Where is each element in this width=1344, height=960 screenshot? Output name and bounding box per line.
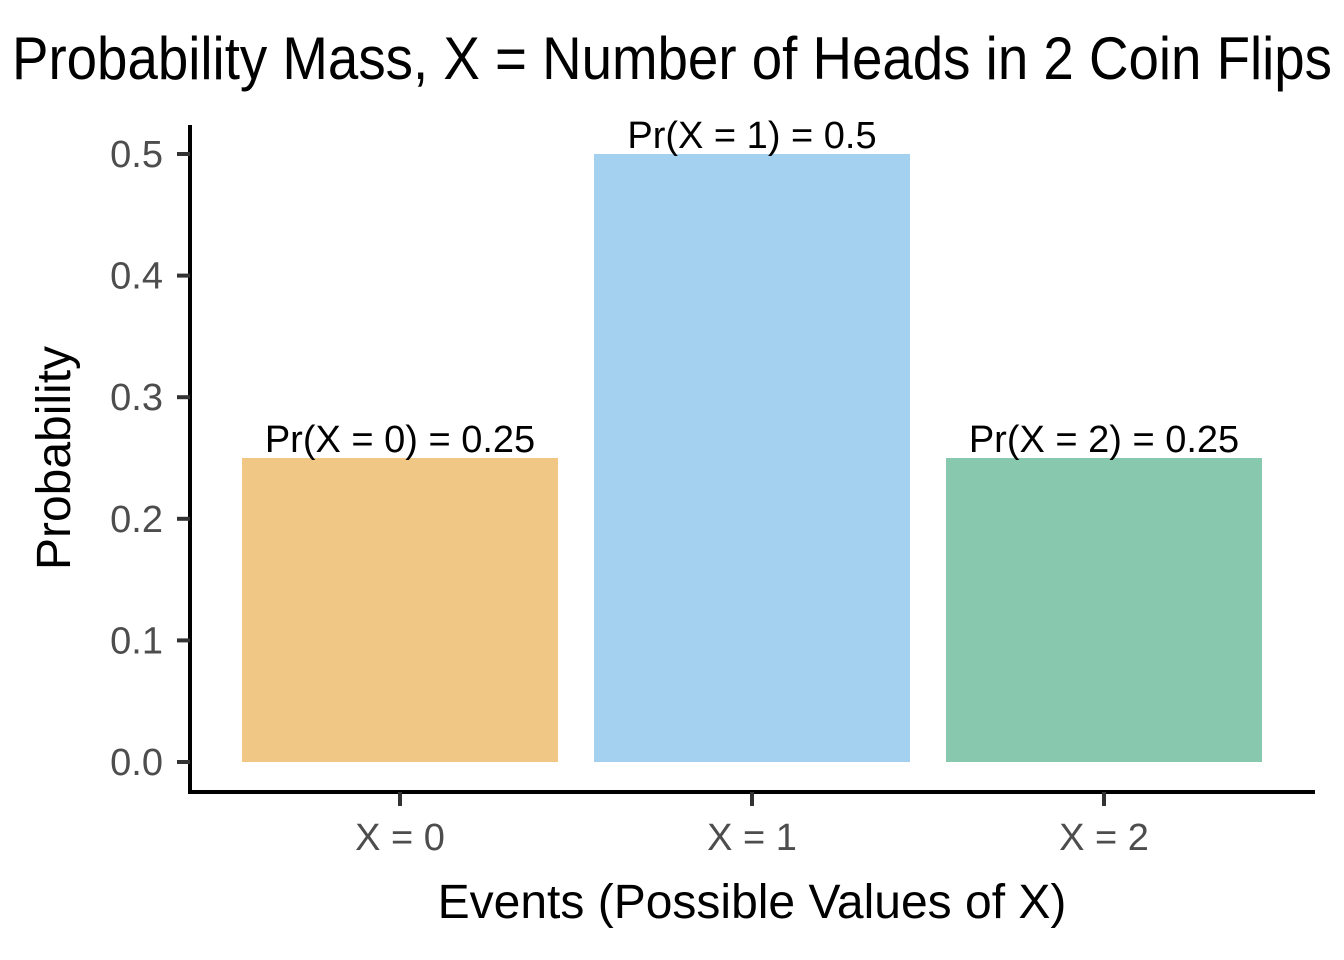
bar-1 (594, 154, 910, 762)
y-tick-label-2: 0.2 (110, 499, 163, 541)
y-tick-label-5: 0.5 (110, 134, 163, 176)
y-axis-title: Probability (28, 346, 81, 570)
y-tick-label-3: 0.3 (110, 377, 163, 419)
chart-title: Probability Mass, X = Number of Heads in… (12, 25, 1332, 92)
x-tick-label-2: X = 2 (1059, 817, 1149, 859)
x-axis-ticks: X = 0 X = 1 X = 2 (355, 792, 1149, 859)
y-tick-label-4: 0.4 (110, 256, 163, 298)
y-tick-label-0: 0.0 (110, 742, 163, 784)
bars-layer (242, 154, 1262, 762)
x-tick-label-1: X = 1 (707, 817, 797, 859)
x-tick-label-0: X = 0 (355, 817, 445, 859)
y-axis-ticks: 0.0 0.1 0.2 0.3 0.4 0.5 (110, 134, 190, 784)
bar-2 (946, 458, 1262, 762)
x-axis-title: Events (Possible Values of X) (438, 876, 1067, 929)
y-tick-label-1: 0.1 (110, 620, 163, 662)
data-labels-layer: Pr(X = 0) = 0.25 Pr(X = 1) = 0.5 Pr(X = 2)… (265, 115, 1239, 461)
bar-data-label-0: Pr(X = 0) = 0.25 (265, 419, 535, 461)
bar-data-label-2: Pr(X = 2) = 0.25 (969, 419, 1239, 461)
bar-0 (242, 458, 558, 762)
bar-data-label-1: Pr(X = 1) = 0.5 (627, 115, 876, 157)
